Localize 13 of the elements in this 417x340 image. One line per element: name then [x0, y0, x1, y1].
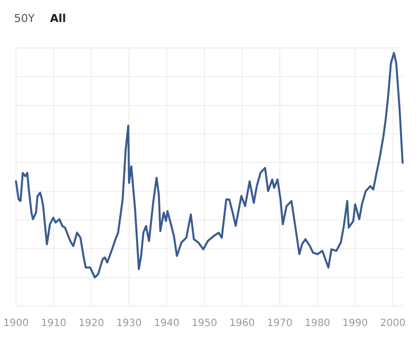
- x-tick-label: 1950: [192, 318, 218, 329]
- x-tick-label: 1920: [78, 318, 104, 329]
- x-tick-label: 1960: [229, 318, 255, 329]
- x-tick-label: 1940: [154, 318, 180, 329]
- x-tick-label: 1930: [116, 318, 142, 329]
- x-tick-label: 1900: [3, 318, 29, 329]
- text: All: [50, 12, 66, 25]
- x-tick-label: 1980: [304, 318, 330, 329]
- x-tick-label: 1990: [342, 318, 368, 329]
- x-tick-label: 2000: [380, 318, 406, 329]
- x-tick-label: 1970: [267, 318, 293, 329]
- x-tick-label: 1910: [40, 318, 66, 329]
- text: 50Y: [14, 12, 35, 25]
